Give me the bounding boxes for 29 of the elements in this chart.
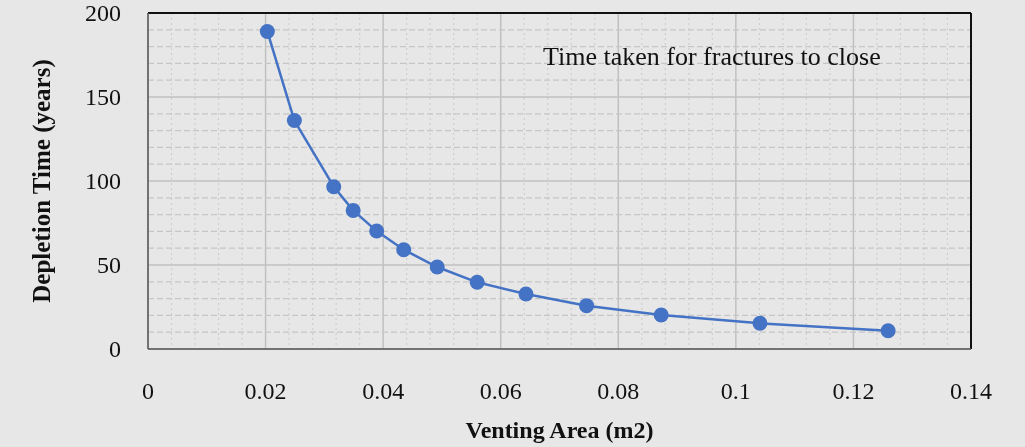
y-tick-label: 200 [85,0,121,26]
x-tick-label: 0.04 [362,378,405,404]
x-tick-label: 0.1 [720,378,751,404]
point [286,113,302,129]
x-tick-label: 0 [142,378,154,404]
point [345,202,361,218]
x-tick-label: 0.02 [244,378,287,404]
point [469,274,485,290]
annotation: Time taken for fractures to close [543,42,881,71]
x-tick-label: 0.14 [950,378,992,404]
y-tick-label: 100 [85,168,121,194]
point [518,286,534,302]
point [429,259,445,275]
y-tick-label: 50 [97,252,121,278]
point [326,179,342,195]
y-tick-label: 0 [109,336,121,362]
point [752,315,768,331]
x-axis-title: Venting Area (m2) [465,417,654,443]
point [259,23,275,39]
x-tick-label: 0.12 [832,378,875,404]
x-tick-label: 0.06 [479,378,522,404]
x-tick-label: 0.08 [597,378,640,404]
point [579,298,595,314]
point [653,307,669,323]
y-tick-label: 150 [85,84,121,110]
y-axis-title: Depletion Time (years) [28,59,56,303]
point [880,323,896,339]
point [369,223,385,239]
point [396,242,412,258]
